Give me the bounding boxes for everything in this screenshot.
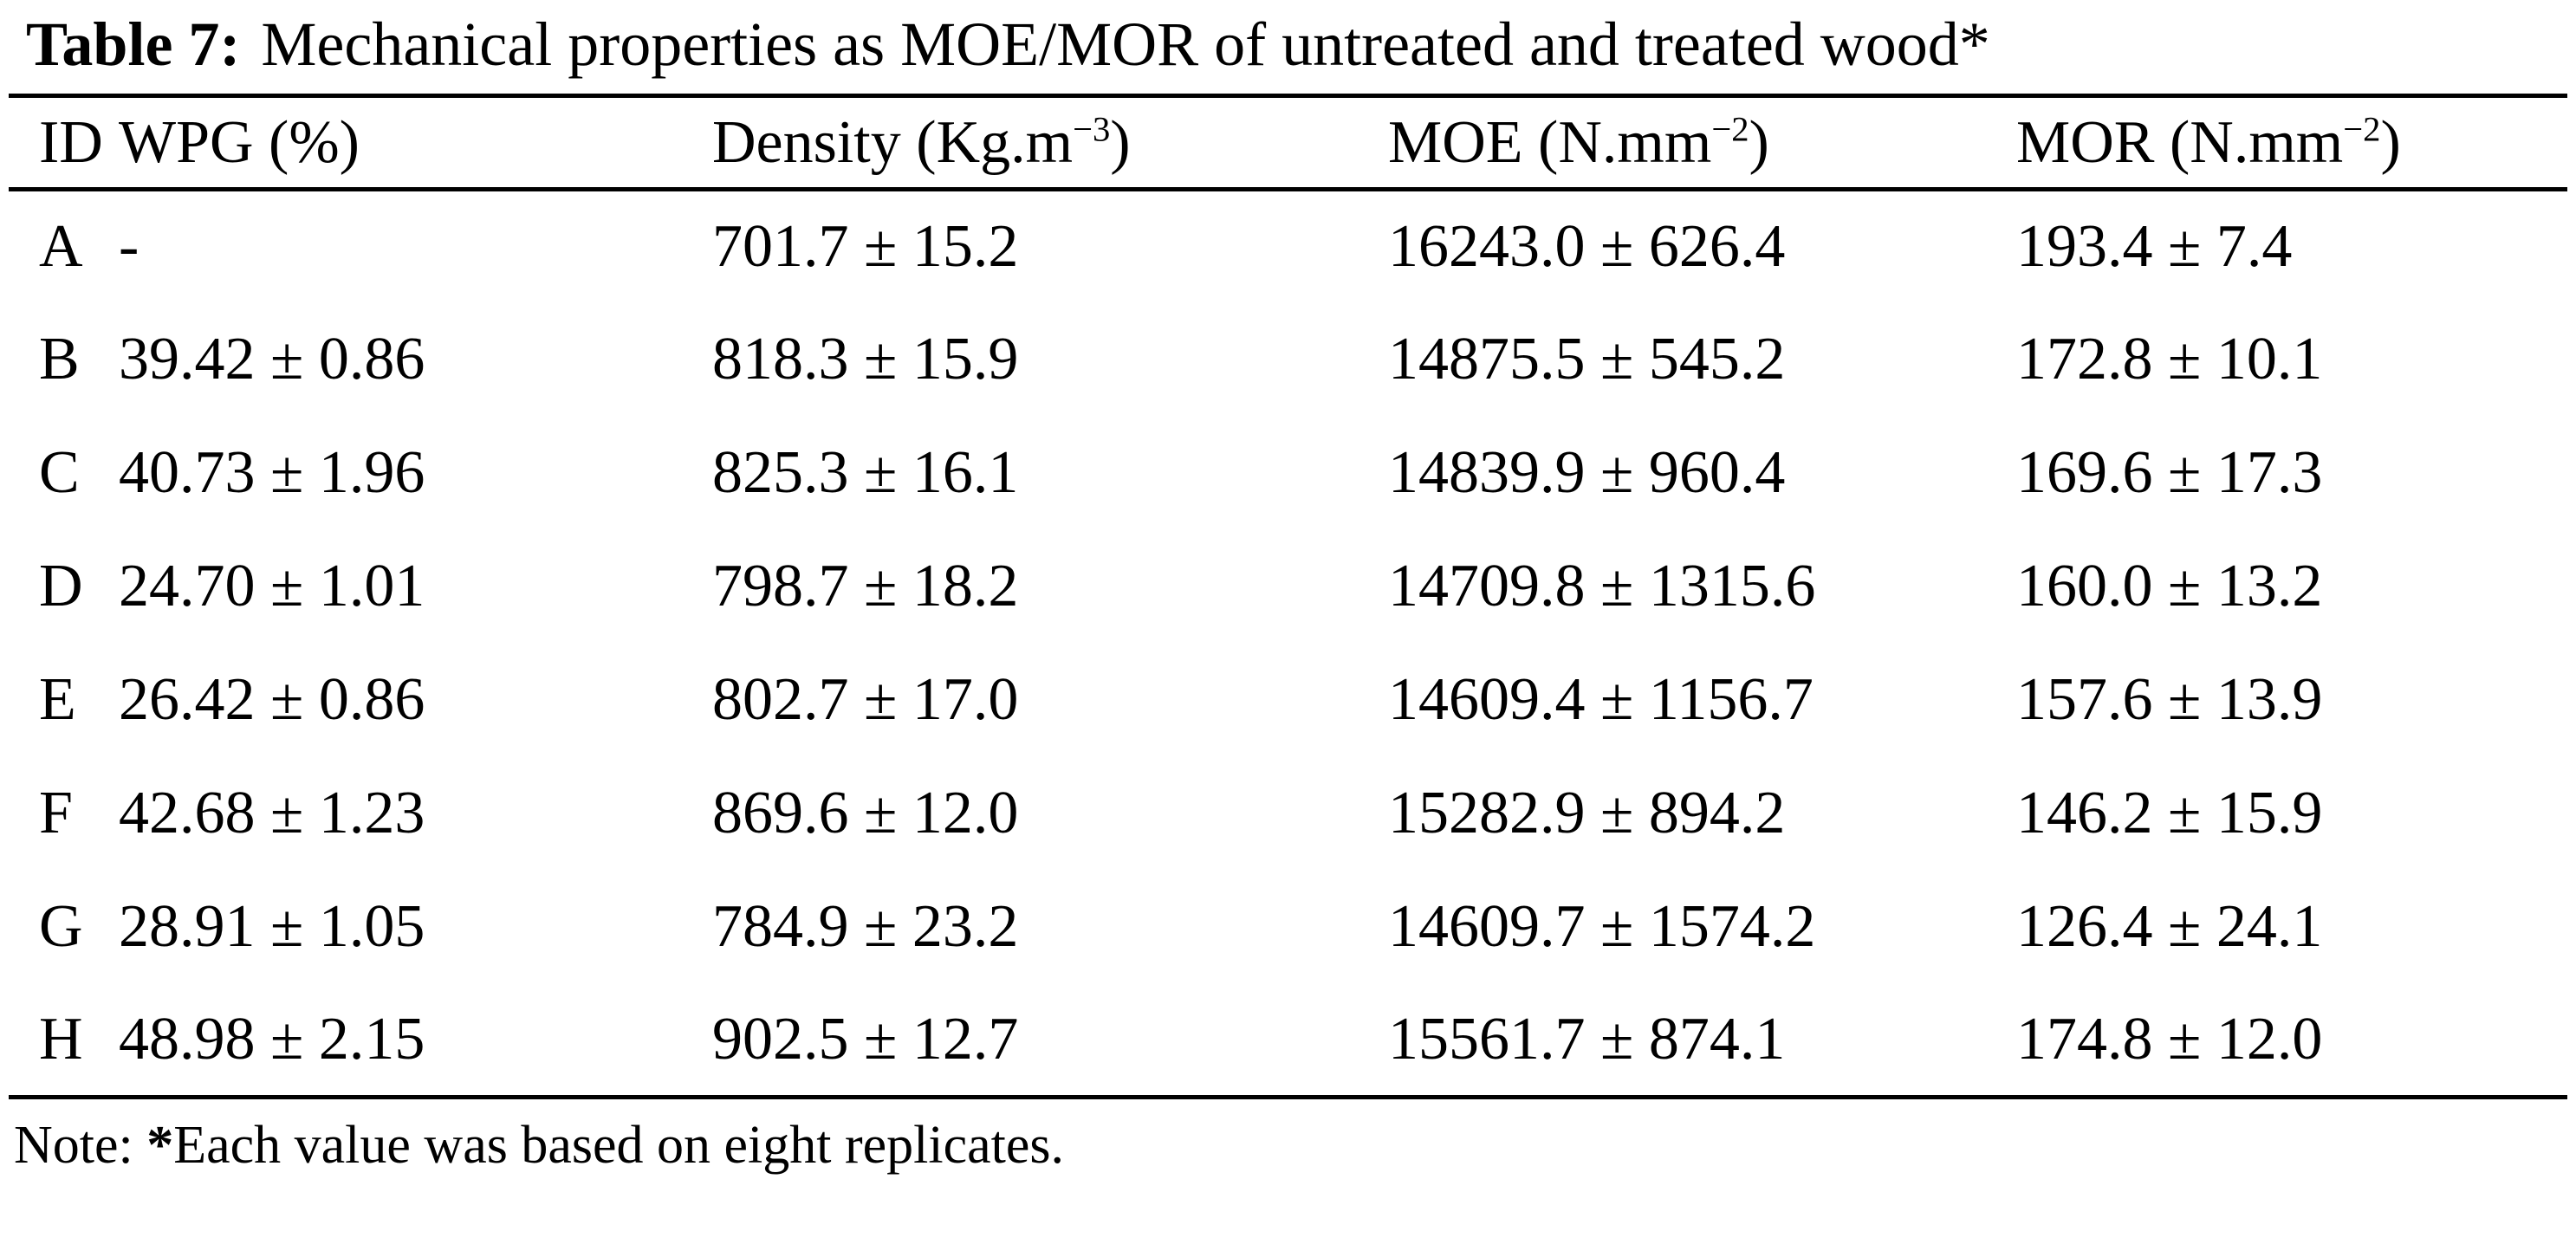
cell-id: D	[39, 553, 83, 619]
table-row: F 42.68 ± 1.23 869.6 ± 12.0 15282.9 ± 89…	[9, 757, 2567, 871]
cell-density: 902.5 ± 12.7	[712, 1005, 1019, 1072]
header-wpg: WPG (%)	[119, 95, 712, 191]
cell-moe: 15561.7 ± 874.1	[1388, 1005, 1786, 1072]
cell-density: 825.3 ± 16.1	[712, 439, 1019, 506]
header-moe-label: MOE (N.mm	[1388, 108, 1712, 176]
cell-moe: 14709.8 ± 1315.6	[1388, 553, 1816, 619]
cell-wpg: 26.42 ± 0.86	[119, 666, 425, 733]
table-caption: Table 7: Mechanical properties as MOE/MOR…	[9, 5, 2567, 83]
header-wpg-label: WPG (%)	[119, 108, 360, 176]
cell-mor: 174.8 ± 12.0	[2016, 1005, 2323, 1072]
cell-wpg: 39.42 ± 0.86	[119, 326, 425, 392]
cell-moe: 14875.5 ± 545.2	[1388, 326, 1786, 392]
header-density-label: Density (Kg.m	[712, 108, 1074, 176]
table-caption-text: Mechanical properties as MOE/MOR of untr…	[261, 10, 1990, 79]
cell-mor: 157.6 ± 13.9	[2016, 666, 2323, 733]
cell-moe: 16243.0 ± 626.4	[1388, 213, 1786, 281]
header-id: ID	[9, 95, 119, 191]
header-mor-label: MOR (N.mm	[2016, 108, 2344, 176]
cell-wpg: 40.73 ± 1.96	[119, 439, 425, 506]
cell-id: F	[39, 780, 73, 846]
cell-mor: 146.2 ± 15.9	[2016, 780, 2323, 846]
cell-mor: 169.6 ± 17.3	[2016, 439, 2323, 506]
table-row: B 39.42 ± 0.86 818.3 ± 15.9 14875.5 ± 54…	[9, 303, 2567, 417]
header-density: Density (Kg.m−3)	[712, 95, 1388, 191]
cell-id: C	[39, 439, 80, 506]
cell-id: H	[39, 1005, 83, 1072]
table-row: H 48.98 ± 2.15 902.5 ± 12.7 15561.7 ± 87…	[9, 984, 2567, 1098]
cell-density: 701.7 ± 15.2	[712, 213, 1019, 281]
table-footnote: Note: *Each value was based on eight rep…	[9, 1115, 2567, 1176]
properties-table: ID WPG (%) Density (Kg.m−3) MOE (N.mm−2)…	[9, 94, 2567, 1099]
header-row: ID WPG (%) Density (Kg.m−3) MOE (N.mm−2)…	[9, 95, 2567, 191]
footnote-asterisk: *	[146, 1116, 174, 1175]
cell-density: 784.9 ± 23.2	[712, 893, 1019, 960]
header-mor-post: )	[2380, 108, 2401, 176]
cell-mor: 160.0 ± 13.2	[2016, 553, 2323, 619]
table-row: D 24.70 ± 1.01 798.7 ± 18.2 14709.8 ± 13…	[9, 530, 2567, 644]
cell-density: 818.3 ± 15.9	[712, 326, 1019, 392]
header-id-label: ID	[39, 108, 103, 176]
cell-moe: 14839.9 ± 960.4	[1388, 439, 1786, 506]
table-row: E 26.42 ± 0.86 802.7 ± 17.0 14609.4 ± 11…	[9, 644, 2567, 757]
footnote-text: Each value was based on eight replicates…	[173, 1116, 1065, 1175]
cell-id: E	[39, 666, 76, 733]
cell-id: G	[39, 893, 83, 960]
cell-moe: 14609.4 ± 1156.7	[1388, 666, 1814, 733]
cell-wpg: 28.91 ± 1.05	[119, 893, 425, 960]
header-moe-post: )	[1749, 108, 1769, 176]
header-density-sup: −3	[1073, 109, 1111, 149]
cell-mor: 172.8 ± 10.1	[2016, 326, 2323, 392]
cell-density: 802.7 ± 17.0	[712, 666, 1019, 733]
footnote-prefix: Note:	[14, 1116, 147, 1175]
header-moe-sup: −2	[1711, 109, 1749, 149]
cell-wpg: 24.70 ± 1.01	[119, 553, 425, 619]
cell-id: B	[39, 326, 80, 392]
table-row: A - 701.7 ± 15.2 16243.0 ± 626.4 193.4 ±…	[9, 190, 2567, 303]
cell-density: 869.6 ± 12.0	[712, 780, 1019, 846]
cell-id: A	[39, 213, 83, 281]
table-row: C 40.73 ± 1.96 825.3 ± 16.1 14839.9 ± 96…	[9, 417, 2567, 530]
cell-wpg: -	[119, 213, 140, 281]
table-row: G 28.91 ± 1.05 784.9 ± 23.2 14609.7 ± 15…	[9, 871, 2567, 984]
header-moe: MOE (N.mm−2)	[1388, 95, 2016, 191]
cell-mor: 193.4 ± 7.4	[2016, 213, 2293, 281]
cell-moe: 15282.9 ± 894.2	[1388, 780, 1786, 846]
header-mor-sup: −2	[2343, 109, 2381, 149]
cell-mor: 126.4 ± 24.1	[2016, 893, 2323, 960]
header-mor: MOR (N.mm−2)	[2016, 95, 2567, 191]
cell-wpg: 42.68 ± 1.23	[119, 780, 425, 846]
cell-wpg: 48.98 ± 2.15	[119, 1005, 425, 1072]
table-caption-label: Table 7:	[26, 10, 241, 79]
cell-density: 798.7 ± 18.2	[712, 553, 1019, 619]
cell-moe: 14609.7 ± 1574.2	[1388, 893, 1816, 960]
header-density-post: )	[1110, 108, 1131, 176]
